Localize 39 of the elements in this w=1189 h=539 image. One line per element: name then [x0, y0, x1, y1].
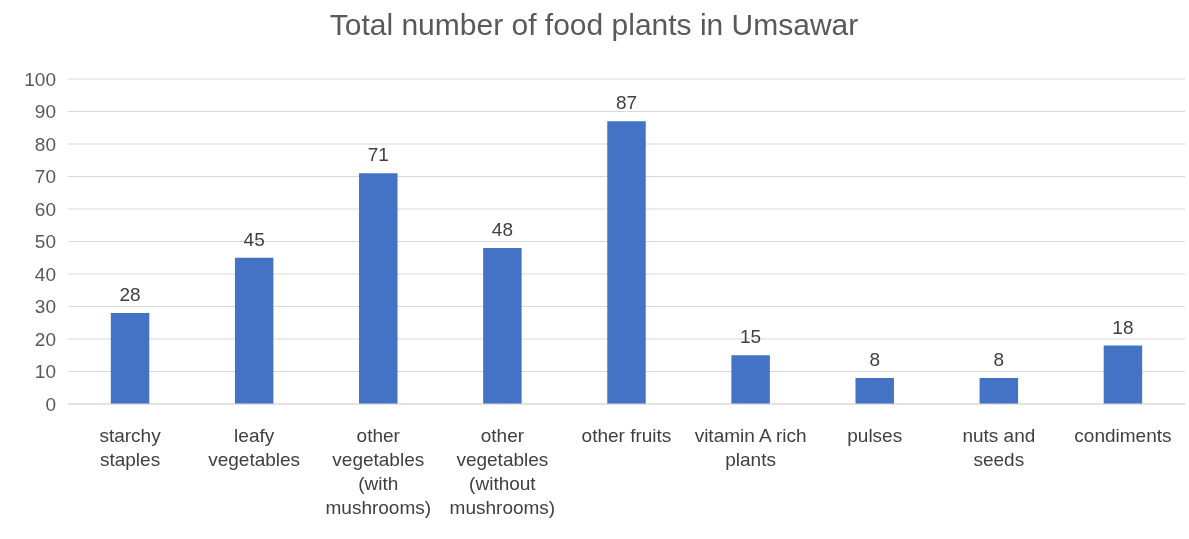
y-tick-label: 40: [34, 263, 56, 285]
data-label: 87: [615, 92, 638, 114]
y-tick-label: 30: [34, 296, 56, 318]
y-tick-label: 0: [45, 393, 56, 415]
bar: [855, 378, 894, 404]
y-tick-label: 80: [34, 133, 56, 155]
data-label: 45: [243, 228, 265, 250]
bar: [607, 121, 646, 404]
y-tick-label: 90: [34, 101, 56, 123]
data-label: 8: [993, 349, 1005, 370]
x-tick-label: condiments: [1074, 425, 1172, 446]
data-label: 48: [491, 219, 513, 240]
y-tick-label: 10: [34, 361, 56, 383]
data-label: 28: [119, 284, 141, 305]
data-label: 15: [740, 326, 762, 348]
x-tick-label: other fruits: [581, 425, 672, 446]
data-label: 18: [1112, 316, 1134, 338]
x-tick-label: other vegetables (with mushrooms): [325, 425, 432, 518]
bar: [1103, 345, 1143, 404]
bar: [483, 248, 522, 404]
x-tick-label: leafy vegetables: [208, 425, 301, 470]
x-tick-label: pulses: [847, 425, 903, 446]
x-tick-label: nuts and seeds: [962, 425, 1036, 470]
data-label: 8: [869, 349, 881, 370]
y-tick-label: 60: [34, 198, 56, 220]
y-tick-label: 20: [34, 328, 56, 350]
y-tick-label: 70: [34, 166, 56, 188]
bar: [234, 257, 274, 404]
bar: [110, 313, 150, 404]
y-tick-label: 50: [34, 231, 56, 253]
bar: [731, 355, 770, 404]
y-tick-label: 100: [24, 68, 56, 90]
x-tick-label: other vegetables (without mushrooms): [449, 425, 556, 518]
bar: [979, 378, 1019, 404]
x-tick-label: starchy staples: [99, 425, 162, 470]
bar: [359, 173, 398, 404]
data-label: 71: [367, 144, 389, 166]
chart-title: Total number of food plants in Umsawar: [329, 8, 859, 41]
x-tick-label: vitamin A rich plants: [694, 425, 807, 470]
